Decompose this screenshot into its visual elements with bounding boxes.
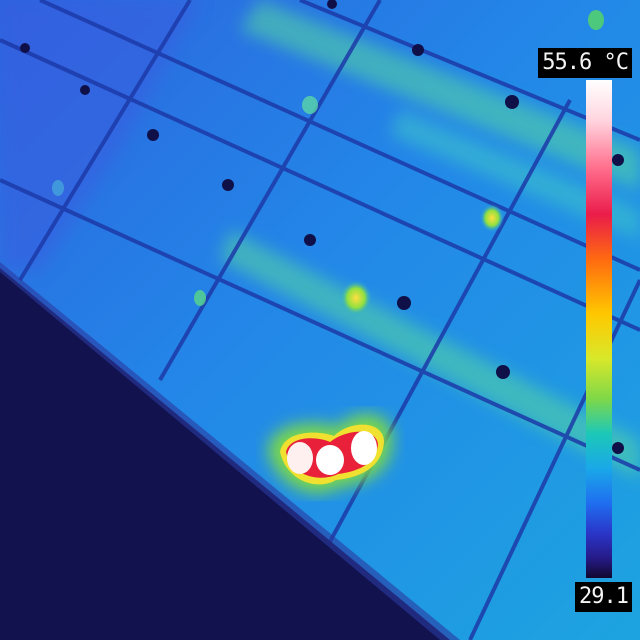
contact-dots: [20, 0, 624, 454]
hotspot-cluster: [268, 414, 393, 494]
ground-edge: [0, 262, 460, 640]
warm-spots: [52, 10, 604, 316]
temperature-colorbar: [586, 80, 612, 578]
scale-max-label: 55.6 °C: [538, 48, 632, 78]
scale-min-label: 29.1: [575, 582, 632, 612]
